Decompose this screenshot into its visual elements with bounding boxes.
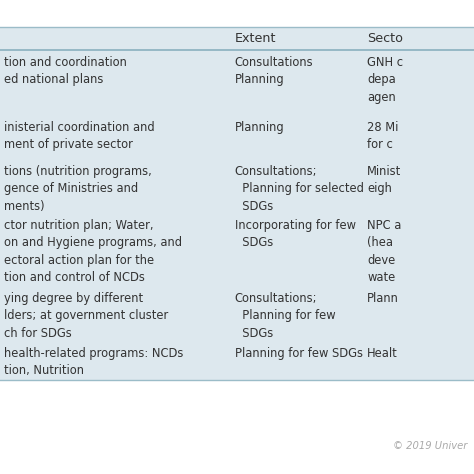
Text: Extent: Extent xyxy=(235,32,276,45)
Text: tion and coordination
ed national plans: tion and coordination ed national plans xyxy=(4,56,127,86)
Text: Incorporating for few
  SDGs: Incorporating for few SDGs xyxy=(235,219,356,249)
Text: Plann: Plann xyxy=(367,292,399,304)
Text: Healt: Healt xyxy=(367,347,398,360)
Text: Secto: Secto xyxy=(367,32,403,45)
Text: ctor nutrition plan; Water,
on and Hygiene programs, and
ectoral action plan for: ctor nutrition plan; Water, on and Hygie… xyxy=(4,219,182,284)
Text: Consultations;
  Planning for selected
  SDGs: Consultations; Planning for selected SDG… xyxy=(235,165,364,213)
Text: NPC a
(hea
deve
wate: NPC a (hea deve wate xyxy=(367,219,402,284)
Text: tions (nutrition programs,
gence of Ministries and
ments): tions (nutrition programs, gence of Mini… xyxy=(4,165,152,213)
FancyBboxPatch shape xyxy=(0,27,474,380)
Text: 28 Mi
for c: 28 Mi for c xyxy=(367,121,399,151)
Text: ying degree by different
lders; at government cluster
ch for SDGs: ying degree by different lders; at gover… xyxy=(4,292,168,339)
Text: GNH c
depa
agen: GNH c depa agen xyxy=(367,56,403,104)
Text: Consultations
Planning: Consultations Planning xyxy=(235,56,313,86)
Text: inisterial coordination and
ment of private sector: inisterial coordination and ment of priv… xyxy=(4,121,155,151)
Text: Planning for few SDGs: Planning for few SDGs xyxy=(235,347,363,360)
Text: Minist
eigh: Minist eigh xyxy=(367,165,401,195)
Text: © 2019 Univer: © 2019 Univer xyxy=(392,440,467,451)
Text: health-related programs: NCDs
tion, Nutrition: health-related programs: NCDs tion, Nutr… xyxy=(4,347,183,377)
Text: Planning: Planning xyxy=(235,121,284,134)
Text: Consultations;
  Planning for few
  SDGs: Consultations; Planning for few SDGs xyxy=(235,292,335,339)
